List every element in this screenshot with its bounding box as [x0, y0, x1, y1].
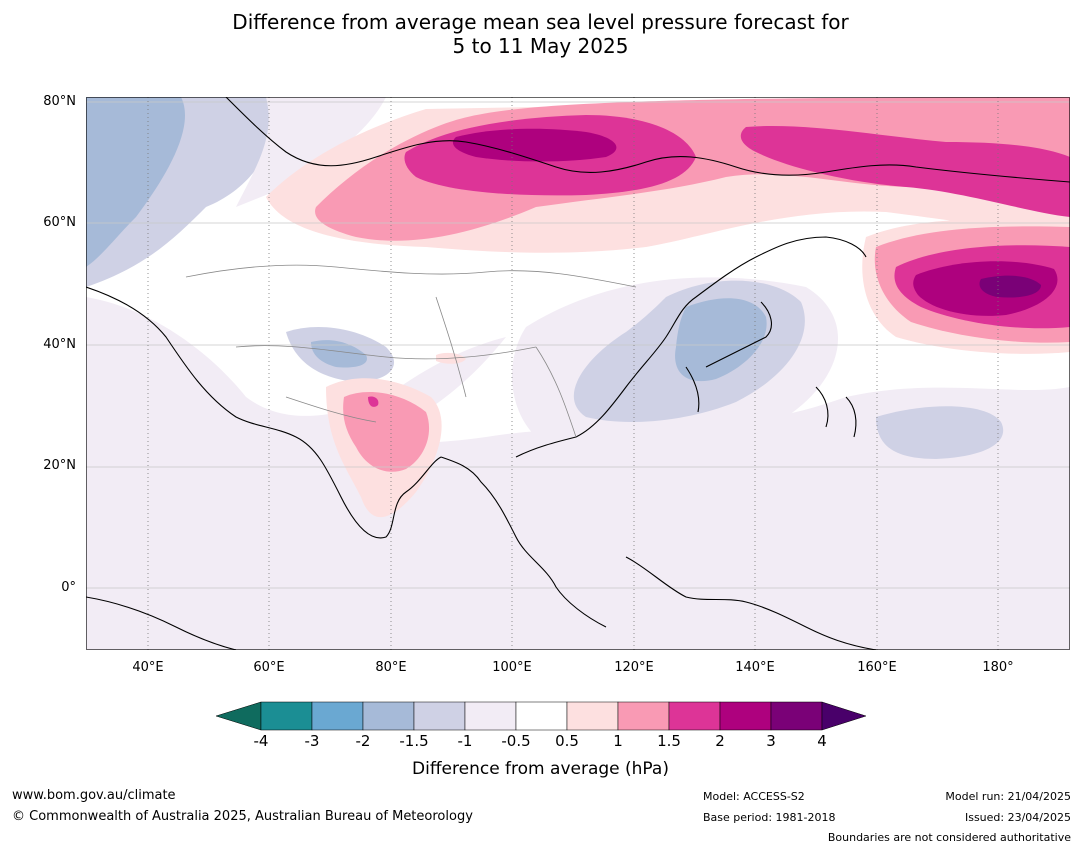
anomaly-light-negative-south	[86, 387, 1070, 650]
lon-label-160e: 160°E	[857, 660, 897, 675]
map-canvas	[86, 97, 1070, 650]
lat-label-60n: 60°N	[43, 215, 76, 230]
anomaly-light-negative-north	[236, 97, 386, 207]
anomaly-light-negative-west-mid	[86, 297, 506, 477]
anomaly-positive-siberia-core	[452, 128, 617, 162]
lat-label-20n: 20°N	[43, 458, 76, 473]
map-frame	[86, 97, 1070, 650]
lon-label-80e: 80°E	[375, 660, 407, 675]
colorbar-min-arrow	[216, 701, 262, 731]
colorbar-tick: -1.5	[399, 732, 429, 750]
colorbar-bins	[260, 701, 823, 731]
colorbar-tick: -1	[457, 732, 473, 750]
anomaly-negative-west-core	[86, 97, 185, 267]
colorbar-tick: 1.5	[657, 732, 681, 750]
anomaly-negative-pacific	[876, 406, 1004, 459]
footer-model: Model: ACCESS-S2	[703, 790, 805, 803]
colorbar	[216, 701, 866, 731]
anomaly-positive-india-spot	[368, 396, 379, 407]
colorbar-tick: 2	[715, 732, 725, 750]
colorbar-tick: -4	[253, 732, 269, 750]
colorbar-tick: 0.5	[555, 732, 579, 750]
lon-label-180: 180°	[982, 660, 1014, 675]
country-borders	[185, 264, 637, 438]
colorbar-tick: 3	[766, 732, 776, 750]
lon-label-140e: 140°E	[735, 660, 775, 675]
footer-copyright: © Commonwealth of Australia 2025, Austra…	[12, 809, 473, 824]
colorbar-tick: 4	[817, 732, 827, 750]
colorbar-tick: 1	[613, 732, 623, 750]
anomaly-positive-east-siberia-mid	[740, 125, 1070, 217]
lat-label-80n: 80°N	[43, 94, 76, 109]
footer-model-run: Model run: 21/04/2025	[945, 790, 1071, 803]
anomaly-negative-central-asia-core	[311, 340, 367, 368]
colorbar-tick: -0.5	[501, 732, 531, 750]
footer-website[interactable]: www.bom.gov.au/climate	[12, 788, 176, 803]
lon-label-100e: 100°E	[492, 660, 532, 675]
meridians	[147, 97, 999, 650]
colorbar-tick: -3	[304, 732, 320, 750]
lon-label-60e: 60°E	[253, 660, 285, 675]
coastlines	[86, 97, 1070, 650]
map-title-line2: 5 to 11 May 2025	[452, 34, 629, 58]
colorbar-max-arrow	[821, 701, 866, 731]
colorbar-title: Difference from average (hPa)	[412, 759, 669, 779]
anomaly-map	[86, 97, 1070, 650]
footer-issued: Issued: 23/04/2025	[964, 811, 1071, 824]
lon-label-40e: 40°E	[132, 660, 164, 675]
graticule	[86, 101, 1070, 589]
anomaly-negative-japan-core	[675, 298, 767, 382]
anomaly-positive-pacific-peak	[979, 275, 1041, 298]
map-title-line1: Difference from average mean sea level p…	[232, 10, 849, 34]
footer-disclaimer: Boundaries are not considered authoritat…	[827, 831, 1071, 844]
lat-label-0: 0°	[61, 580, 76, 595]
footer-base-period: Base period: 1981-2018	[703, 811, 836, 824]
lat-label-40n: 40°N	[43, 337, 76, 352]
lon-label-120e: 120°E	[614, 660, 654, 675]
colorbar-tick: -2	[355, 732, 371, 750]
anomaly-positive-india	[343, 392, 430, 472]
